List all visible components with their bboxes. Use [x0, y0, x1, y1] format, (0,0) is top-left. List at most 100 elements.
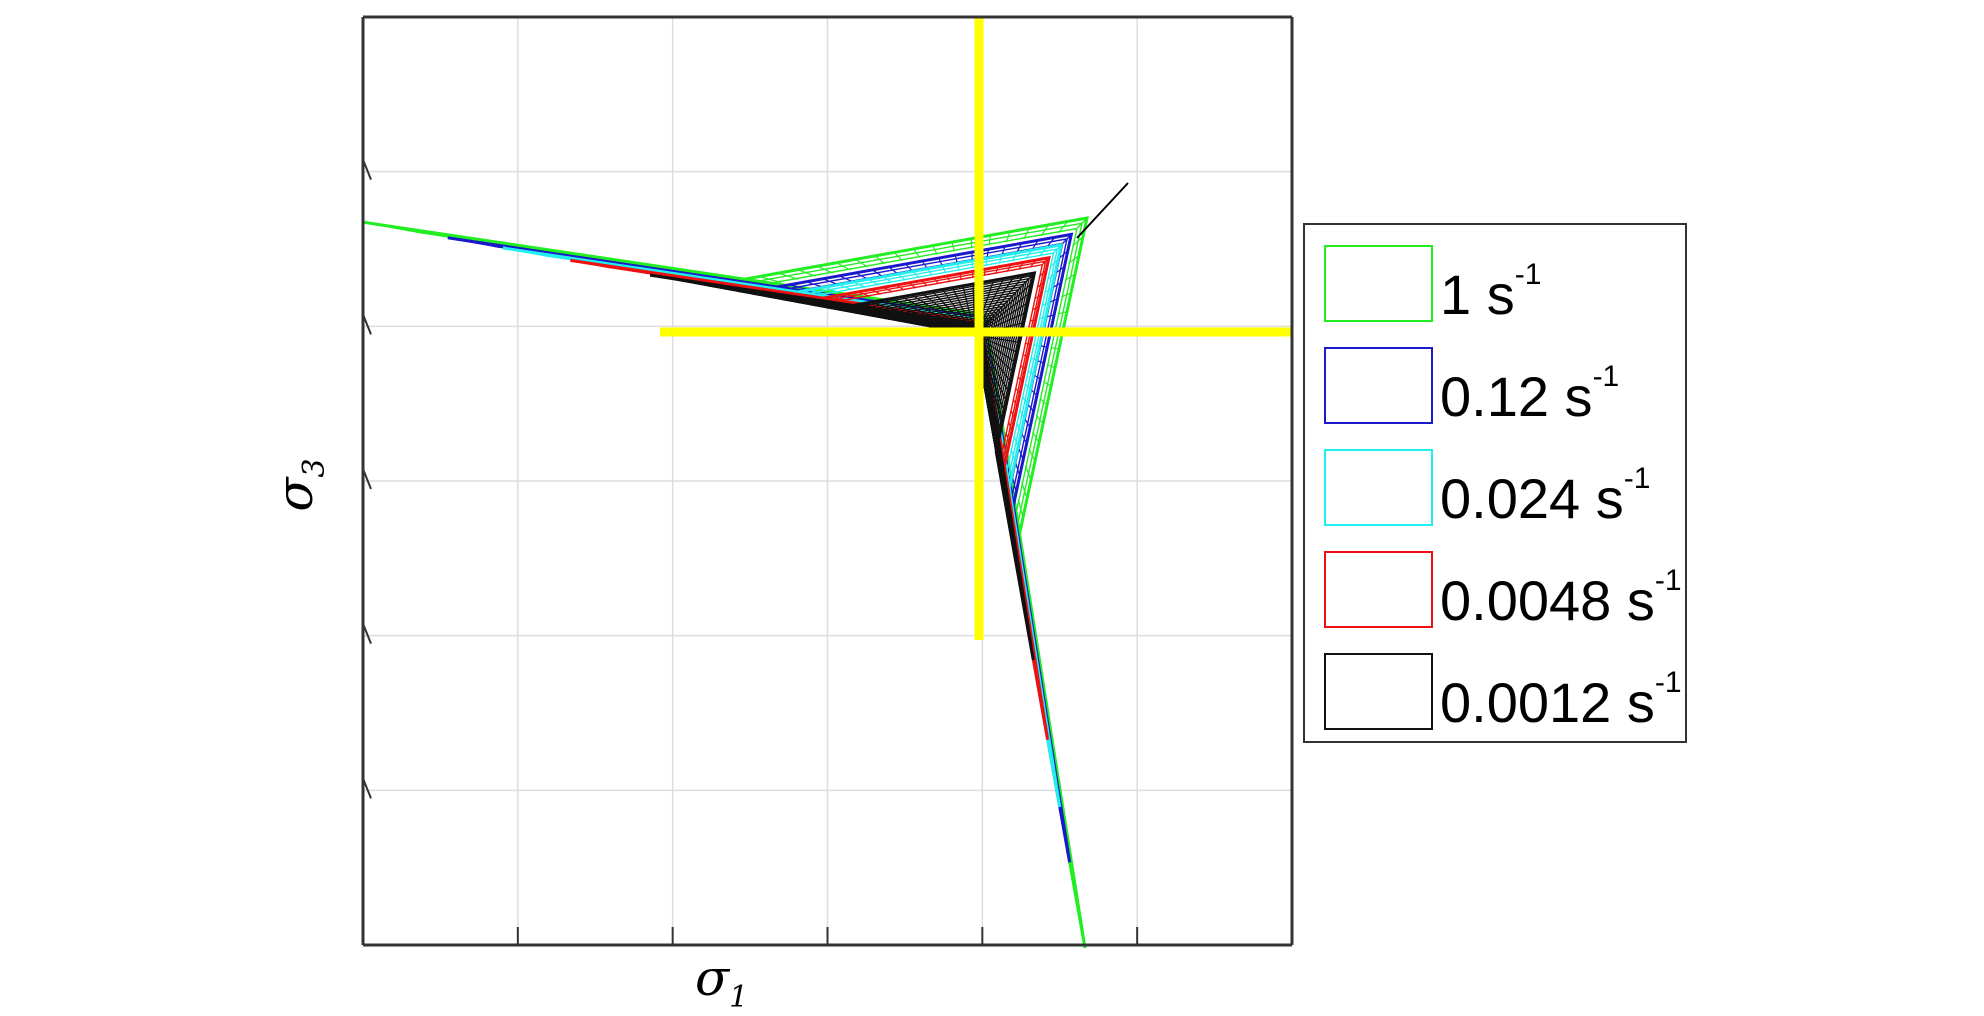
mesh-line: [502, 247, 551, 258]
mesh-line: [1071, 236, 1084, 247]
mesh-line: [1075, 217, 1088, 231]
mesh-line: [1022, 353, 1029, 358]
mesh-line: [1029, 259, 1037, 268]
mesh-line: [855, 272, 868, 280]
mesh-line: [983, 269, 986, 276]
mesh-line: [1020, 432, 1028, 444]
legend-swatch: [1324, 653, 1433, 730]
mesh-line: [921, 280, 928, 287]
mesh-line: [1039, 345, 1048, 348]
mesh-line: [1012, 398, 1018, 407]
mesh-line: [1046, 273, 1056, 281]
mesh-line: [1040, 224, 1049, 237]
mesh-line: [888, 266, 898, 275]
mesh-line: [1016, 422, 1022, 433]
mesh-line: [684, 276, 714, 284]
mesh-line: [1043, 287, 1053, 294]
mesh-line: [753, 287, 776, 294]
mesh-line: [1002, 443, 1008, 456]
legend-swatch: [1324, 551, 1433, 628]
mesh-line: [1033, 344, 1040, 347]
mesh-line: [1036, 359, 1045, 364]
mesh-line: [661, 273, 694, 281]
mesh-line: [912, 271, 920, 279]
mesh-line: [986, 249, 990, 258]
mesh-line: [927, 268, 933, 276]
mesh-line: [941, 265, 947, 274]
mesh-line: [529, 251, 575, 261]
mesh-line: [615, 266, 653, 275]
mesh-line: [1021, 482, 1028, 500]
mesh-line: [845, 293, 859, 299]
mesh-line: [1050, 347, 1060, 350]
mesh-line: [361, 221, 424, 234]
mesh-line: [1030, 388, 1038, 396]
mesh-line: [838, 275, 854, 283]
mesh-line: [897, 273, 907, 281]
svg-text:σ3: σ3: [266, 458, 332, 511]
mesh-line: [874, 255, 886, 265]
mesh-line: [1049, 258, 1059, 268]
mesh-line: [1021, 396, 1028, 404]
mesh-line: [882, 276, 893, 284]
mesh-line: [1017, 499, 1024, 518]
mesh-line: [1007, 461, 1013, 476]
mesh-line: [941, 289, 974, 334]
mesh-line: [1038, 316, 1046, 320]
axes-overlay: [361, 15, 1294, 947]
mesh-line: [396, 226, 455, 239]
mesh-line: [1057, 221, 1069, 234]
mesh-line: [1019, 365, 1026, 370]
mesh-line: [998, 255, 1003, 264]
mesh-line: [1068, 854, 1081, 913]
mesh-line: [946, 275, 951, 283]
mesh-line: [870, 289, 882, 295]
mesh-line: [1024, 383, 1031, 390]
mesh-line: [1036, 282, 1045, 289]
mesh-line: [1046, 363, 1056, 369]
mesh-line: [1043, 380, 1052, 387]
mesh-line: [1073, 886, 1086, 949]
mesh-line: [447, 237, 501, 249]
mesh-line: [808, 289, 826, 296]
mesh-line: [905, 263, 913, 272]
mesh-line: [707, 280, 735, 287]
legend-label: 0.024 s-1: [1440, 462, 1650, 530]
mesh-line: [932, 245, 938, 255]
mesh-line: [638, 270, 673, 278]
legend-label: 1 s-1: [1440, 258, 1541, 326]
mesh-line: [1024, 465, 1032, 481]
mesh-line: [1016, 242, 1023, 253]
legend-swatch: [1324, 347, 1433, 424]
mesh-line: [891, 297, 972, 334]
mesh-line: [1005, 432, 1010, 444]
mesh-line: [1055, 266, 1065, 274]
mesh-line: [1010, 448, 1016, 462]
mesh-line: [908, 282, 916, 289]
legend-label: 0.0012 s-1: [1440, 666, 1682, 734]
mesh-line: [977, 282, 1033, 333]
mesh-line: [570, 259, 611, 269]
x-axis-label: σ1: [695, 949, 748, 1015]
mesh-line: [797, 269, 816, 277]
mesh-line: [1035, 414, 1044, 425]
mesh-line: [1024, 418, 1031, 428]
mesh-line: [1014, 387, 1021, 395]
mesh-line: [805, 281, 824, 288]
mesh-line: [1031, 306, 1039, 311]
mesh-line: [1041, 257, 1050, 266]
mesh-line: [855, 258, 868, 268]
mesh-line: [867, 278, 880, 286]
mesh-line: [816, 265, 834, 274]
mesh-line: [823, 286, 840, 293]
mesh-line: [1046, 314, 1055, 318]
mesh-line: [933, 277, 939, 285]
mesh-line: [778, 272, 799, 280]
mesh-line: [1023, 228, 1030, 240]
mesh-line: [1027, 370, 1034, 376]
mesh-line: [1010, 409, 1016, 419]
mesh-line: [1057, 311, 1068, 315]
mesh-line: [1061, 292, 1072, 298]
mesh-line: [995, 266, 999, 274]
mesh-line: [959, 273, 962, 280]
